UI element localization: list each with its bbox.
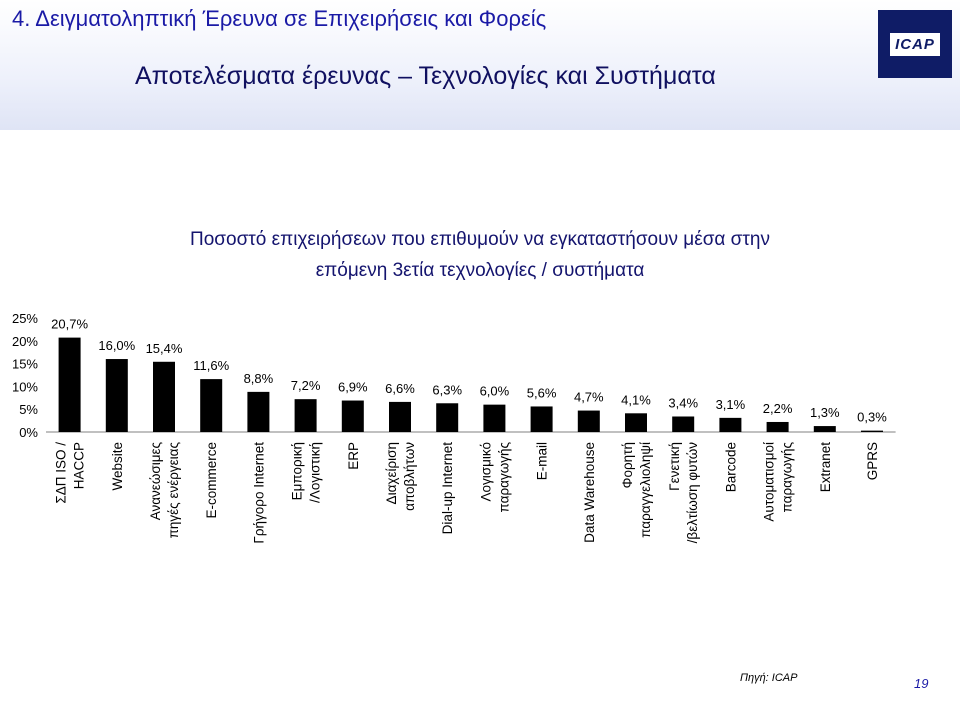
bar — [247, 391, 270, 432]
bar — [530, 406, 553, 432]
page-number: 19 — [914, 676, 929, 691]
bar — [200, 379, 223, 432]
x-tick-label: Φορητή παραγγελιοληψί — [620, 442, 653, 538]
data-label: 15,4% — [146, 341, 183, 356]
data-label: 1,3% — [810, 405, 840, 420]
x-tick-label: Λογισμικό παραγωγής — [478, 442, 511, 513]
data-label: 4,7% — [574, 390, 604, 405]
x-tick-label: Εμπορική/Λογιστική — [290, 442, 323, 503]
y-tick-label: 5% — [19, 402, 38, 417]
bar — [861, 430, 883, 432]
bar — [766, 421, 789, 432]
data-label: 3,1% — [716, 397, 746, 412]
x-tick-label: Data Warehouse — [582, 442, 597, 543]
x-tick-label: ΣΔΠ ISO / HACCP — [54, 442, 87, 504]
data-label: 7,2% — [291, 378, 321, 393]
bar — [625, 413, 647, 432]
bar — [483, 404, 506, 432]
x-tick-label: Extranet — [818, 442, 833, 493]
x-tick-label: Γρήγορο Internet — [251, 442, 266, 544]
data-label: 4,1% — [621, 392, 651, 407]
logo-text: ICAP — [890, 32, 940, 56]
x-tick-label: Γενετική/βελτίωση φυτών — [667, 442, 700, 544]
x-tick-label: Dial-up Internet — [440, 442, 455, 535]
bar — [813, 426, 836, 432]
data-label: 3,4% — [668, 395, 698, 410]
x-tick-label: E-mail — [535, 442, 550, 480]
y-tick-label: 20% — [12, 334, 38, 349]
x-tick-label: Website — [110, 442, 125, 491]
data-label: 5,6% — [527, 385, 557, 400]
data-label: 6,6% — [385, 381, 415, 396]
x-tick-label: E-commerce — [204, 442, 219, 519]
data-label: 6,0% — [480, 384, 510, 399]
data-label: 11,6% — [193, 358, 229, 373]
bar — [105, 359, 128, 432]
slide-subtitle: Αποτελέσματα έρευνας – Τεχνολογίες και Σ… — [135, 62, 716, 90]
section-title: 4. Δειγματοληπτική Έρευνα σε Επιχειρήσει… — [12, 6, 547, 31]
bar — [294, 399, 317, 432]
x-tick-label: Αυτοματισμοί παραγωγής — [762, 442, 795, 522]
chart-title-line-1: Ποσοστό επιχειρήσεων που επιθυμούν να εγ… — [189, 229, 770, 250]
y-tick-label: 10% — [12, 379, 38, 394]
bar — [341, 400, 364, 432]
bar — [389, 401, 411, 432]
header-band — [0, 0, 960, 130]
data-label: 6,9% — [338, 380, 368, 395]
data-label: 2,2% — [763, 401, 793, 416]
x-tick-label: Διαχείριση αποβλήτων — [384, 442, 417, 511]
bar — [436, 403, 459, 432]
chart-title-line-2: επόμενη 3ετία τεχνολογίες / συστήματα — [315, 260, 645, 281]
y-tick-label: 15% — [12, 357, 38, 372]
bar — [719, 417, 742, 432]
bar — [577, 410, 600, 432]
x-tick-label: ERP — [346, 442, 361, 470]
bar — [58, 337, 81, 432]
data-label: 16,0% — [98, 338, 135, 353]
y-tick-label: 25% — [12, 311, 38, 326]
icap-logo: ICAP — [878, 10, 952, 78]
data-label: 0,3% — [857, 410, 887, 425]
x-tick-label: Barcode — [723, 442, 738, 492]
source-note: Πηγή: ICAP — [740, 672, 798, 684]
bar — [153, 361, 175, 432]
data-label: 8,8% — [244, 371, 274, 386]
y-tick-label: 0% — [19, 425, 38, 440]
x-tick-label: Ανανεώσιμες πηγές ενέργειας — [148, 442, 181, 539]
data-label: 20,7% — [51, 317, 88, 332]
data-label: 6,3% — [432, 382, 462, 397]
bar — [672, 416, 695, 432]
x-tick-label: GPRS — [865, 442, 880, 480]
chart-title: Ποσοστό επιχειρήσεων που επιθυμούν να εγ… — [100, 224, 860, 286]
